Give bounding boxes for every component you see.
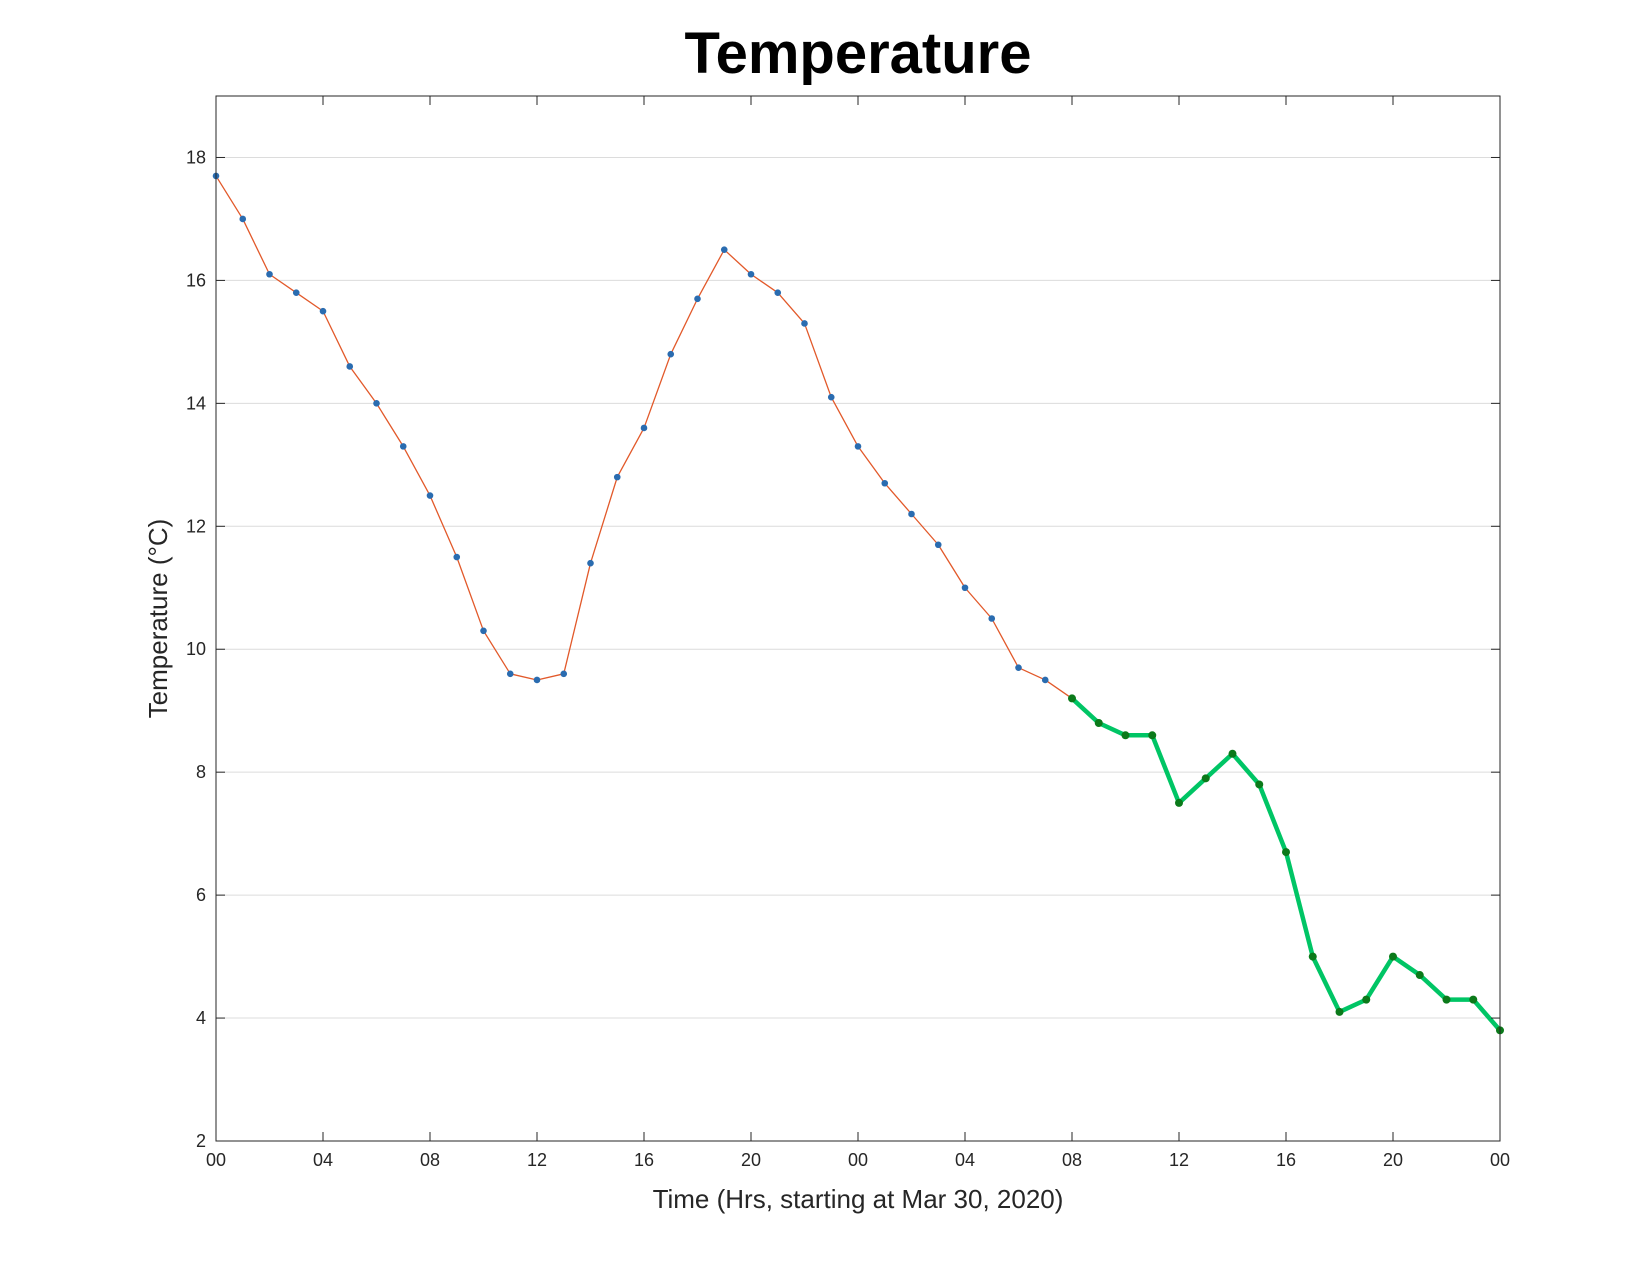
x-tick-label: 16 (634, 1150, 654, 1170)
observed-data-point (426, 492, 434, 499)
observed-data-point (1041, 676, 1049, 684)
observed-data-point (373, 400, 380, 407)
observed-data-point (1015, 664, 1022, 671)
observed-data-point (560, 670, 568, 678)
observed-data-point (720, 246, 728, 253)
y-tick-label: 12 (186, 516, 206, 536)
forecast-data-point (1469, 995, 1478, 1004)
y-tick-label: 8 (196, 762, 206, 782)
x-tick-label: 00 (1490, 1150, 1510, 1170)
x-tick-label: 16 (1276, 1150, 1296, 1170)
observed-data-point (801, 320, 808, 327)
observed-data-point (908, 510, 915, 518)
forecast-data-point (1389, 952, 1397, 961)
forecast-data-point (1335, 1007, 1344, 1016)
observed-data-point (480, 627, 487, 635)
observed-data-point (533, 676, 541, 684)
x-tick-label: 12 (1169, 1150, 1189, 1170)
observed-data-point (667, 350, 675, 358)
observed-data-point (453, 553, 461, 561)
observed-data-point (640, 424, 648, 432)
x-tick-label: 00 (848, 1150, 868, 1170)
observed-data-point (587, 559, 594, 567)
observed-data-point (747, 270, 755, 278)
observed-data-point (399, 443, 407, 450)
observed-data-point (346, 363, 354, 370)
y-tick-label: 6 (196, 885, 206, 905)
x-tick-label: 04 (955, 1150, 975, 1170)
y-tick-label: 14 (186, 393, 206, 413)
x-tick-label: 20 (1383, 1150, 1403, 1170)
grid-lines (216, 156, 1500, 1142)
observed-data-point (881, 479, 889, 487)
y-tick-label: 2 (196, 1131, 206, 1151)
observed-data-point (988, 615, 996, 622)
y-tick-label: 4 (196, 1008, 206, 1028)
observed-data-point (319, 307, 327, 315)
forecast-data-point (1308, 952, 1317, 961)
observed-data-point (613, 473, 621, 481)
observed-data-point (854, 443, 862, 450)
observed-data-point (774, 289, 782, 297)
x-tick-label: 08 (1062, 1150, 1082, 1170)
chart-title: Temperature (684, 21, 1031, 86)
forecast-data-point (1255, 780, 1264, 789)
forecast-data-point (1094, 719, 1103, 727)
y-axis-title: Temperature (°C) (143, 519, 173, 719)
forecast-data-point (1175, 798, 1183, 807)
observed-data-point (239, 215, 247, 223)
y-tick-label: 10 (186, 639, 206, 659)
forecast-data-point (1442, 995, 1451, 1004)
forecast-data-point (1282, 848, 1290, 857)
forecast-data-point (1121, 731, 1130, 740)
observed-data-point (934, 541, 942, 549)
observed-data-point (266, 270, 273, 278)
observed-data-point (506, 670, 514, 678)
forecast-data-point (1148, 731, 1157, 740)
x-tick-label: 04 (313, 1150, 333, 1170)
forecast-data-point (1362, 995, 1371, 1004)
observed-data-point (292, 289, 300, 297)
y-tick-label: 18 (186, 147, 206, 167)
x-tick-label: 20 (741, 1150, 761, 1170)
forecast-data-point (1068, 694, 1076, 703)
observed-data-point (827, 393, 835, 401)
x-tick-label: 12 (527, 1150, 547, 1170)
axis-ticks: 2 4 6 8 10 12 14 16 18 00 04 08 12 16 20 00 04 08 12 16 20 00 (186, 96, 1510, 1170)
y-tick-label: 16 (186, 270, 206, 290)
observed-data-point (961, 584, 969, 592)
x-tick-label: 00 (206, 1150, 226, 1170)
forecast-data-point (1201, 774, 1210, 783)
forecast-data-point (1228, 749, 1237, 758)
data-series (212, 172, 1504, 1035)
x-tick-label: 08 (420, 1150, 440, 1170)
forecast-data-point (1415, 971, 1424, 980)
observed-data-point (694, 295, 701, 303)
x-axis-title: Time (Hrs, starting at Mar 30, 2020) (653, 1184, 1064, 1214)
